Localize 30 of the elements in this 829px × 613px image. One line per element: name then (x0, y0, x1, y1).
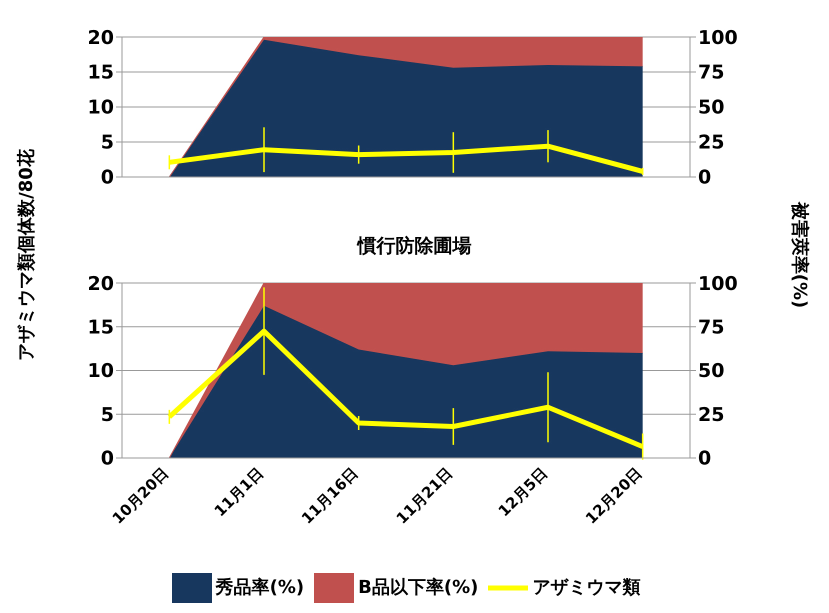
y2-tick-label: 75 (698, 62, 724, 84)
y-tick-label: 5 (100, 132, 114, 154)
x-tick-label: 11月16日 (298, 464, 362, 528)
y-tick-label: 10 (88, 360, 114, 382)
y2-tick-label: 100 (698, 26, 738, 49)
y2-tick-label: 0 (698, 448, 712, 470)
x-tick-label: 12月5日 (494, 464, 551, 520)
y-tick-label: 15 (88, 316, 114, 338)
y2-tick-label: 75 (698, 316, 724, 338)
x-tick-label: 11月21日 (392, 464, 456, 528)
y2-tick-label: 50 (698, 360, 724, 382)
chart-title: 慣行防除圃場 (358, 235, 472, 257)
y2-axis-title: 被害莢率(%) (788, 202, 811, 308)
x-tick-label: 12月20日 (582, 464, 646, 528)
y-tick-label: 20 (88, 26, 114, 49)
legend-label: 秀品率(%) (216, 576, 304, 598)
x-tick-label: 11月1日 (210, 464, 267, 520)
y2-tick-label: 25 (698, 404, 724, 426)
y2-tick-label: 100 (698, 272, 738, 295)
y-tick-label: 10 (88, 96, 114, 119)
y-tick-label: 0 (100, 166, 114, 189)
y2-tick-label: 0 (698, 166, 712, 189)
y-tick-label: 20 (88, 272, 114, 295)
y-tick-label: 5 (100, 404, 114, 426)
legend-label: アザミウマ類 (532, 576, 640, 598)
y-axis-title: アザミウマ類個体数/80花 (15, 149, 38, 361)
legend-label: B品以下率(%) (358, 576, 478, 598)
y2-tick-label: 25 (698, 132, 724, 154)
y-tick-label: 15 (88, 62, 114, 84)
y2-tick-label: 50 (698, 96, 724, 119)
